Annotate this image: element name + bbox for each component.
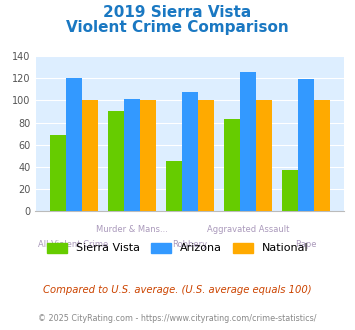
Legend: Sierra Vista, Arizona, National: Sierra Vista, Arizona, National [42, 238, 313, 258]
Text: Murder & Mans...: Murder & Mans... [96, 225, 168, 234]
Bar [198, 100, 214, 211]
Bar [166, 161, 182, 211]
Bar [124, 99, 140, 211]
Text: Violent Crime Comparison: Violent Crime Comparison [66, 20, 289, 35]
Bar [224, 119, 240, 211]
Bar [66, 78, 82, 211]
Bar [82, 100, 98, 211]
Bar [282, 170, 298, 211]
Bar [50, 135, 66, 211]
Text: Compared to U.S. average. (U.S. average equals 100): Compared to U.S. average. (U.S. average … [43, 285, 312, 295]
Bar [140, 100, 156, 211]
Text: All Violent Crime: All Violent Crime [38, 240, 109, 249]
Bar [314, 100, 330, 211]
Bar [182, 91, 198, 211]
Bar [108, 112, 124, 211]
Bar [256, 100, 272, 211]
Bar [240, 72, 256, 211]
Text: Robbery: Robbery [173, 240, 207, 249]
Text: Aggravated Assault: Aggravated Assault [207, 225, 289, 234]
Text: © 2025 CityRating.com - https://www.cityrating.com/crime-statistics/: © 2025 CityRating.com - https://www.city… [38, 314, 317, 323]
Bar [298, 80, 314, 211]
Text: 2019 Sierra Vista: 2019 Sierra Vista [103, 5, 252, 20]
Text: Rape: Rape [296, 240, 317, 249]
